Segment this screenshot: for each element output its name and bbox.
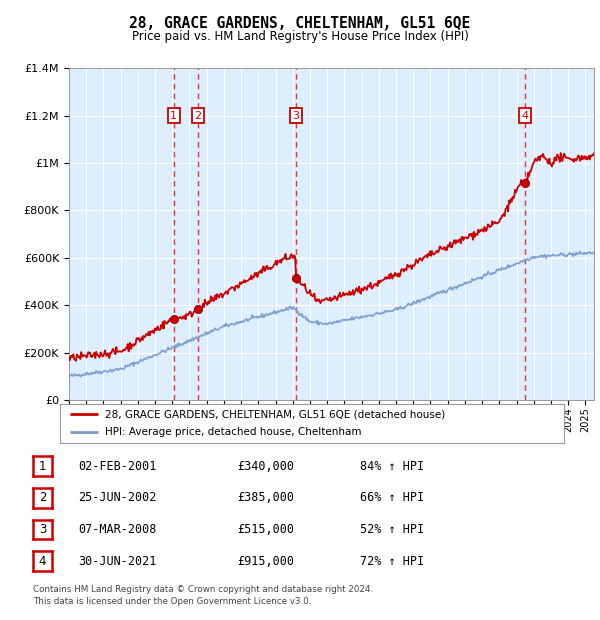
Text: 3: 3 — [39, 523, 46, 536]
Text: £340,000: £340,000 — [237, 460, 294, 472]
Text: 07-MAR-2008: 07-MAR-2008 — [78, 523, 157, 536]
Text: Contains HM Land Registry data © Crown copyright and database right 2024.: Contains HM Land Registry data © Crown c… — [33, 585, 373, 594]
Text: 4: 4 — [521, 110, 529, 120]
Text: £515,000: £515,000 — [237, 523, 294, 536]
Text: 52% ↑ HPI: 52% ↑ HPI — [360, 523, 424, 536]
Text: This data is licensed under the Open Government Licence v3.0.: This data is licensed under the Open Gov… — [33, 597, 311, 606]
Text: 1: 1 — [170, 110, 178, 120]
Text: 1: 1 — [39, 460, 46, 472]
Text: 4: 4 — [39, 555, 46, 567]
Text: 28, GRACE GARDENS, CHELTENHAM, GL51 6QE: 28, GRACE GARDENS, CHELTENHAM, GL51 6QE — [130, 16, 470, 30]
Text: 30-JUN-2021: 30-JUN-2021 — [78, 555, 157, 567]
Text: 84% ↑ HPI: 84% ↑ HPI — [360, 460, 424, 472]
Text: £385,000: £385,000 — [237, 492, 294, 504]
Text: 2: 2 — [39, 492, 46, 504]
Text: 25-JUN-2002: 25-JUN-2002 — [78, 492, 157, 504]
Text: HPI: Average price, detached house, Cheltenham: HPI: Average price, detached house, Chel… — [106, 427, 362, 437]
Text: 66% ↑ HPI: 66% ↑ HPI — [360, 492, 424, 504]
Text: Price paid vs. HM Land Registry's House Price Index (HPI): Price paid vs. HM Land Registry's House … — [131, 30, 469, 43]
Text: £915,000: £915,000 — [237, 555, 294, 567]
Text: 2: 2 — [194, 110, 202, 120]
Text: 28, GRACE GARDENS, CHELTENHAM, GL51 6QE (detached house): 28, GRACE GARDENS, CHELTENHAM, GL51 6QE … — [106, 409, 446, 419]
Text: 3: 3 — [292, 110, 299, 120]
Text: 72% ↑ HPI: 72% ↑ HPI — [360, 555, 424, 567]
Text: 02-FEB-2001: 02-FEB-2001 — [78, 460, 157, 472]
